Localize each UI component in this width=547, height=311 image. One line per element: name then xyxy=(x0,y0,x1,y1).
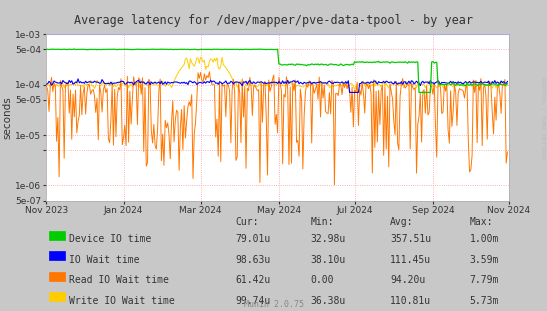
Text: IO Wait time: IO Wait time xyxy=(69,255,139,265)
Text: 5.73m: 5.73m xyxy=(469,296,499,306)
Text: Max:: Max: xyxy=(469,216,493,227)
Text: Munin 2.0.75: Munin 2.0.75 xyxy=(243,300,304,309)
Text: RRDTOOL / TOBI OETIKER: RRDTOOL / TOBI OETIKER xyxy=(541,77,546,160)
Text: 32.98u: 32.98u xyxy=(310,234,346,244)
Text: Average latency for /dev/mapper/pve-data-tpool - by year: Average latency for /dev/mapper/pve-data… xyxy=(74,14,473,27)
Text: 94.20u: 94.20u xyxy=(390,275,425,285)
Text: Min:: Min: xyxy=(310,216,334,227)
Bar xyxy=(49,272,65,281)
Bar xyxy=(49,231,65,240)
Text: 38.10u: 38.10u xyxy=(310,255,346,265)
Bar xyxy=(49,251,65,260)
Text: 3.59m: 3.59m xyxy=(469,255,499,265)
Text: 79.01u: 79.01u xyxy=(236,234,271,244)
Bar xyxy=(49,292,65,301)
Text: 99.74u: 99.74u xyxy=(236,296,271,306)
Text: Write IO Wait time: Write IO Wait time xyxy=(69,296,174,306)
Text: 61.42u: 61.42u xyxy=(236,275,271,285)
Text: 98.63u: 98.63u xyxy=(236,255,271,265)
Text: 36.38u: 36.38u xyxy=(310,296,346,306)
Text: Avg:: Avg: xyxy=(390,216,414,227)
Text: Device IO time: Device IO time xyxy=(69,234,151,244)
Y-axis label: seconds: seconds xyxy=(2,96,12,139)
Text: 111.45u: 111.45u xyxy=(390,255,431,265)
Text: Cur:: Cur: xyxy=(236,216,259,227)
Text: 110.81u: 110.81u xyxy=(390,296,431,306)
Text: Read IO Wait time: Read IO Wait time xyxy=(69,275,169,285)
Text: 7.79m: 7.79m xyxy=(469,275,499,285)
Text: 1.00m: 1.00m xyxy=(469,234,499,244)
Text: 0.00: 0.00 xyxy=(310,275,334,285)
Text: 357.51u: 357.51u xyxy=(390,234,431,244)
